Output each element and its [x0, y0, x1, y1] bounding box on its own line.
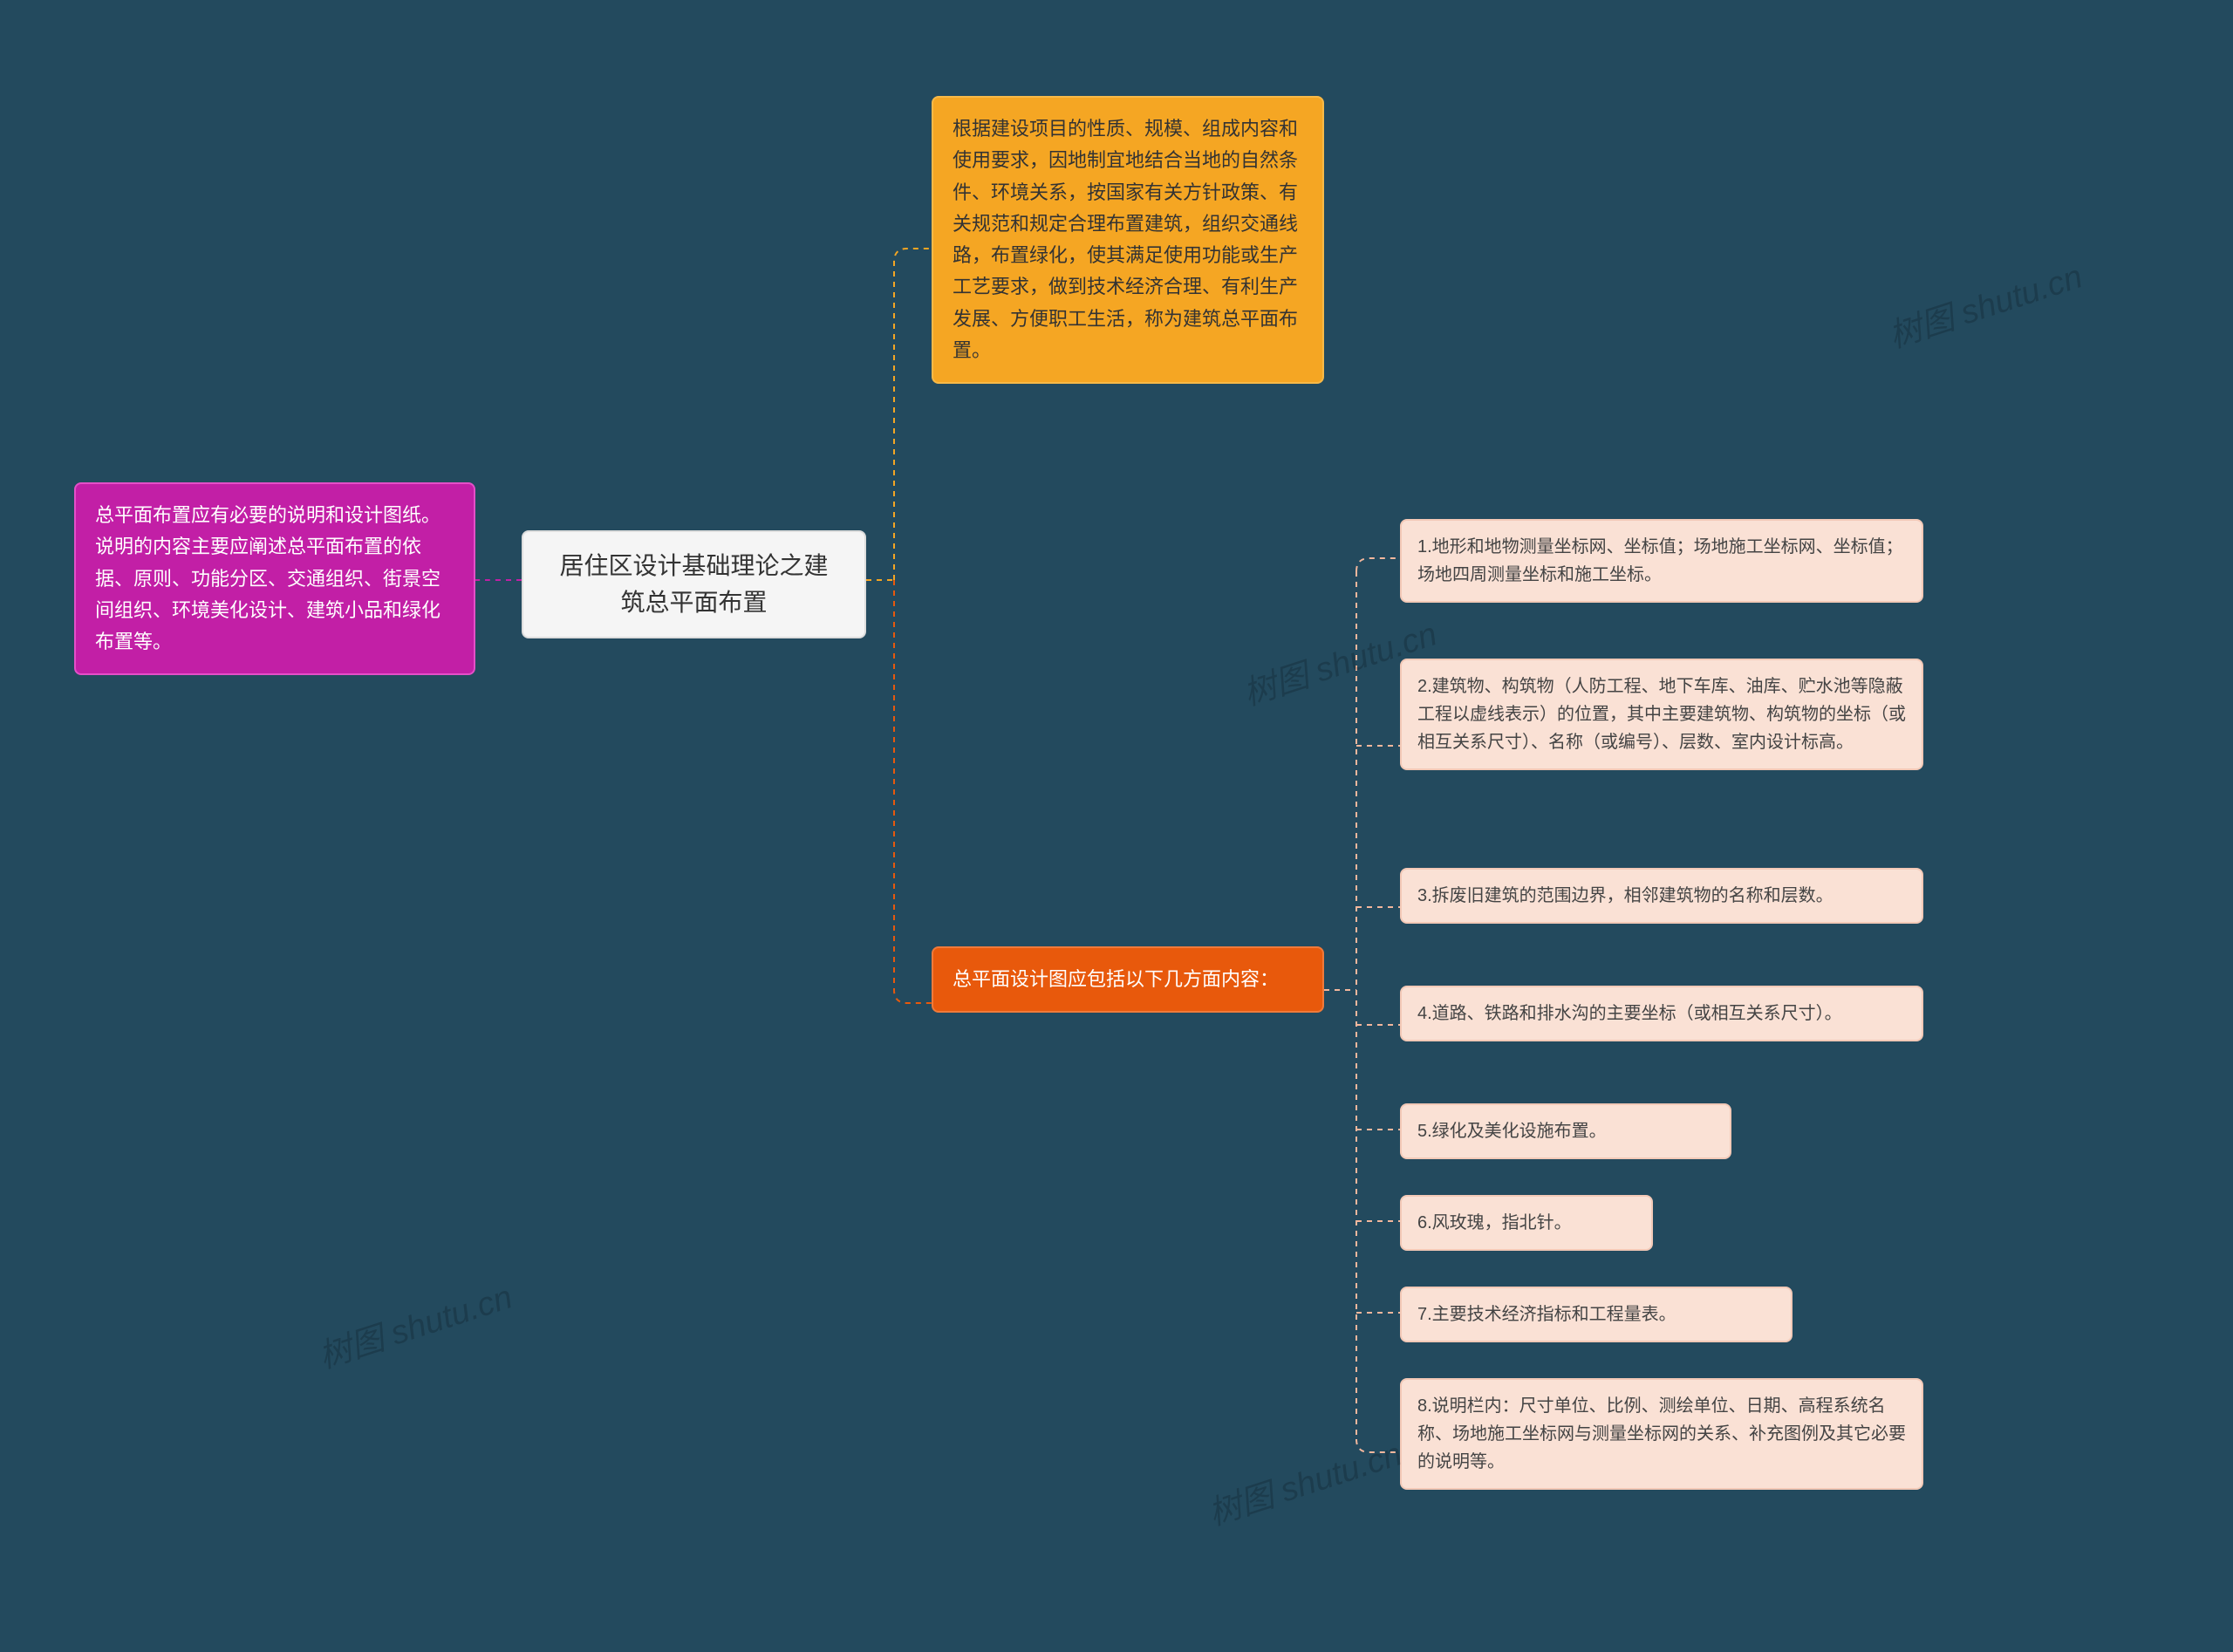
leaf-node-2[interactable]: 2.建筑物、构筑物（人防工程、地下车库、油库、贮水池等隐蔽工程以虚线表示）的位置…: [1400, 659, 1923, 770]
leaf-node-7[interactable]: 7.主要技术经济指标和工程量表。: [1400, 1287, 1793, 1342]
watermark: 树图 shutu.cn: [311, 1270, 517, 1377]
leaf-node-8[interactable]: 8.说明栏内：尺寸单位、比例、测绘单位、日期、高程系统名称、场地施工坐标网与测量…: [1400, 1378, 1923, 1490]
watermark: 树图 shutu.cn: [1881, 249, 2087, 357]
left-text: 总平面布置应有必要的说明和设计图纸。说明的内容主要应阐述总平面布置的依据、原则、…: [95, 504, 440, 652]
leaf-node-5[interactable]: 5.绿化及美化设施布置。: [1400, 1103, 1731, 1159]
right-top-node[interactable]: 根据建设项目的性质、规模、组成内容和使用要求，因地制宜地结合当地的自然条件、环境…: [932, 96, 1324, 384]
leaf-text: 8.说明栏内：尺寸单位、比例、测绘单位、日期、高程系统名称、场地施工坐标网与测量…: [1417, 1396, 1906, 1471]
edge-leaf-8: [1356, 1439, 1400, 1452]
edge-trunk-top: [894, 249, 932, 580]
leaf-node-3[interactable]: 3.拆废旧建筑的范围边界，相邻建筑物的名称和层数。: [1400, 868, 1923, 924]
leaf-text: 7.主要技术经济指标和工程量表。: [1417, 1305, 1676, 1324]
leaf-text: 2.建筑物、构筑物（人防工程、地下车库、油库、贮水池等隐蔽工程以虚线表示）的位置…: [1417, 677, 1906, 752]
leaf-text: 5.绿化及美化设施布置。: [1417, 1122, 1607, 1141]
root-label: 居住区设计基础理论之建筑总平面布置: [559, 552, 828, 616]
right-top-text: 根据建设项目的性质、规模、组成内容和使用要求，因地制宜地结合当地的自然条件、环境…: [953, 118, 1298, 361]
root-node[interactable]: 居住区设计基础理论之建筑总平面布置: [522, 530, 866, 638]
leaf-text: 4.道路、铁路和排水沟的主要坐标（或相互关系尺寸）。: [1417, 1004, 1842, 1023]
watermark: 树图 shutu.cn: [1201, 1427, 1407, 1534]
right-mid-node[interactable]: 总平面设计图应包括以下几方面内容：: [932, 946, 1324, 1013]
leaf-node-4[interactable]: 4.道路、铁路和排水沟的主要坐标（或相互关系尺寸）。: [1400, 986, 1923, 1041]
leaf-text: 3.拆废旧建筑的范围边界，相邻建筑物的名称和层数。: [1417, 886, 1834, 905]
leaf-node-1[interactable]: 1.地形和地物测量坐标网、坐标值；场地施工坐标网、坐标值；场地四周测量坐标和施工…: [1400, 519, 1923, 603]
edge-trunk-mid: [894, 580, 932, 1003]
right-mid-text: 总平面设计图应包括以下几方面内容：: [953, 968, 1279, 990]
leaf-node-6[interactable]: 6.风玫瑰，指北针。: [1400, 1195, 1653, 1251]
leaf-text: 6.风玫瑰，指北针。: [1417, 1213, 1572, 1232]
edge-leaf-1: [1356, 558, 1400, 571]
leaf-text: 1.地形和地物测量坐标网、坐标值；场地施工坐标网、坐标值；场地四周测量坐标和施工…: [1417, 537, 1903, 584]
left-node[interactable]: 总平面布置应有必要的说明和设计图纸。说明的内容主要应阐述总平面布置的依据、原则、…: [74, 482, 475, 675]
